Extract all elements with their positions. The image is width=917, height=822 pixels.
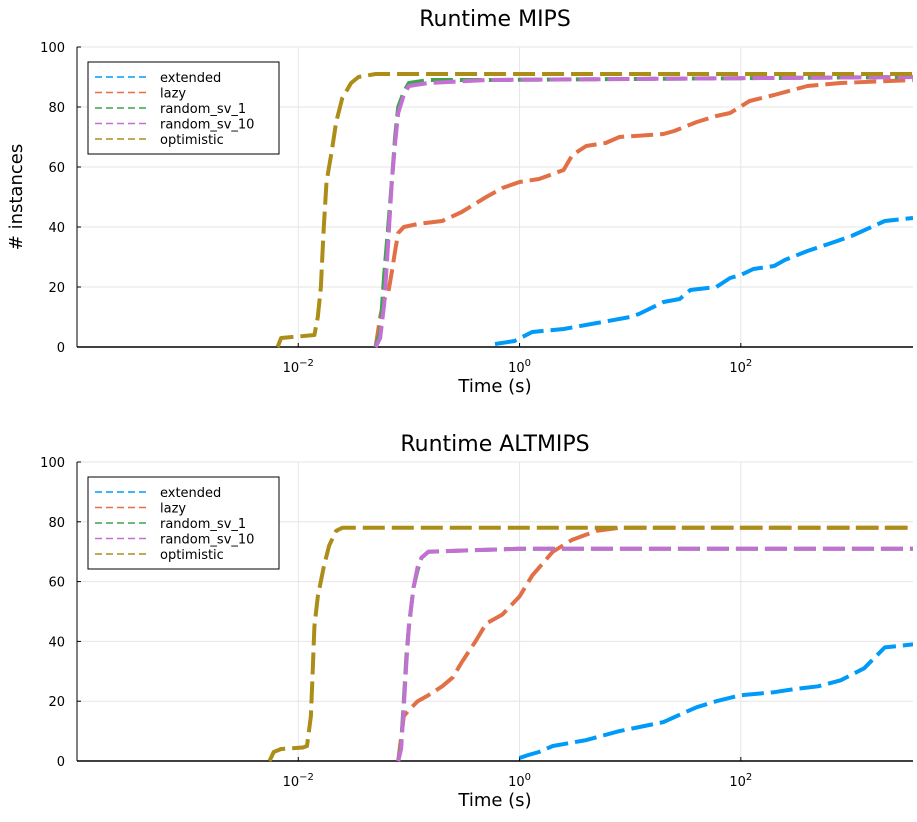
x-tick-label: 10−2 bbox=[283, 772, 314, 790]
y-tick-label: 20 bbox=[48, 281, 65, 296]
chart-panel-2: 0 20 40 60 80 100 10−2 100 102 Runtime ALTMIPS Tim… bbox=[40, 432, 913, 811]
legend-label: optimistic bbox=[160, 133, 224, 148]
legend: extendedlazyrandom_sv_1random_sv_10optim… bbox=[87, 61, 280, 155]
y-tick-label: 100 bbox=[40, 41, 65, 56]
series-line-lazy bbox=[396, 525, 913, 762]
legend-label: lazy bbox=[160, 87, 186, 102]
y-tick-label: 0 bbox=[57, 341, 65, 356]
x-tick-label: 102 bbox=[729, 772, 752, 790]
chart-title: Runtime MIPS bbox=[419, 7, 571, 32]
y-tick-label: 20 bbox=[48, 695, 65, 710]
y-tick-label: 100 bbox=[40, 456, 65, 471]
x-tick-label: 100 bbox=[508, 358, 531, 376]
x-axis-label: Time (s) bbox=[457, 790, 531, 811]
y-tick-label: 0 bbox=[57, 755, 65, 770]
y-tick-label: 60 bbox=[48, 576, 65, 591]
y-tick-label: 40 bbox=[48, 635, 65, 650]
y-tick-label: 80 bbox=[48, 516, 65, 531]
legend-label: random_sv_1 bbox=[160, 102, 246, 117]
x-tick-label: 102 bbox=[729, 358, 752, 376]
x-axis-label: Time (s) bbox=[457, 376, 531, 397]
legend-label: extended bbox=[160, 71, 221, 86]
chart-title: Runtime ALTMIPS bbox=[400, 432, 589, 457]
x-tick-label: 10−2 bbox=[283, 358, 314, 376]
legend-label: extended bbox=[160, 486, 221, 501]
legend-label: optimistic bbox=[160, 548, 224, 563]
series-line-optimistic bbox=[275, 72, 913, 348]
series-line-lazy bbox=[373, 78, 913, 348]
x-tick-label: 100 bbox=[508, 772, 531, 790]
series-line-random-sv-10 bbox=[373, 75, 913, 348]
legend: extendedlazyrandom_sv_1random_sv_10optim… bbox=[87, 476, 280, 570]
legend-label: random_sv_10 bbox=[160, 533, 254, 548]
legend-label: random_sv_1 bbox=[160, 517, 246, 532]
series-line-random-sv-10 bbox=[396, 546, 913, 762]
y-tick-label: 60 bbox=[48, 161, 65, 176]
legend-label: random_sv_10 bbox=[160, 118, 254, 133]
series-line-extended bbox=[518, 642, 913, 760]
y-tick-label: 80 bbox=[48, 101, 65, 116]
y-tick-label: 40 bbox=[48, 221, 65, 236]
series-line-optimistic bbox=[267, 525, 913, 762]
y-axis-label: # instances bbox=[6, 144, 27, 250]
chart-panel-1: 0 20 40 60 80 100 10−2 100 102 Runtime MIPS Time (… bbox=[6, 7, 913, 397]
legend-label: lazy bbox=[160, 502, 186, 517]
series-line-extended bbox=[494, 216, 913, 346]
